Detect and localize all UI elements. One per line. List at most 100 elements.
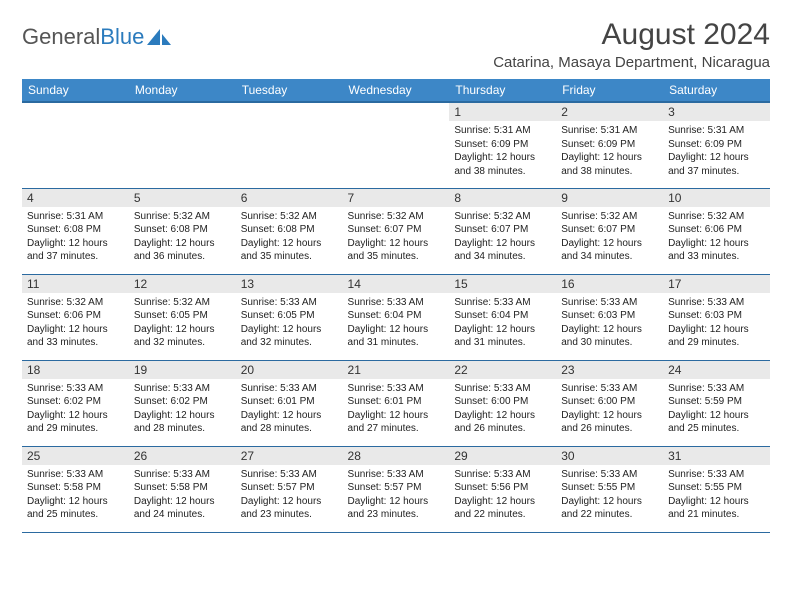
day-number: 21 bbox=[343, 361, 450, 379]
calendar-body: 1Sunrise: 5:31 AMSunset: 6:09 PMDaylight… bbox=[22, 102, 770, 532]
calendar-day-cell: 8Sunrise: 5:32 AMSunset: 6:07 PMDaylight… bbox=[449, 188, 556, 274]
calendar-day-cell: 24Sunrise: 5:33 AMSunset: 5:59 PMDayligh… bbox=[663, 360, 770, 446]
calendar-day-cell: 18Sunrise: 5:33 AMSunset: 6:02 PMDayligh… bbox=[22, 360, 129, 446]
calendar-day-cell: 22Sunrise: 5:33 AMSunset: 6:00 PMDayligh… bbox=[449, 360, 556, 446]
calendar-day-cell: 5Sunrise: 5:32 AMSunset: 6:08 PMDaylight… bbox=[129, 188, 236, 274]
day-details: Sunrise: 5:33 AMSunset: 5:55 PMDaylight:… bbox=[663, 465, 770, 526]
day-details: Sunrise: 5:33 AMSunset: 5:58 PMDaylight:… bbox=[129, 465, 236, 526]
calendar-day-cell: 9Sunrise: 5:32 AMSunset: 6:07 PMDaylight… bbox=[556, 188, 663, 274]
calendar-week-row: 1Sunrise: 5:31 AMSunset: 6:09 PMDaylight… bbox=[22, 102, 770, 188]
calendar-day-cell: 14Sunrise: 5:33 AMSunset: 6:04 PMDayligh… bbox=[343, 274, 450, 360]
calendar-day-cell: 21Sunrise: 5:33 AMSunset: 6:01 PMDayligh… bbox=[343, 360, 450, 446]
day-number: 31 bbox=[663, 447, 770, 465]
day-details: Sunrise: 5:31 AMSunset: 6:08 PMDaylight:… bbox=[22, 207, 129, 268]
logo: GeneralBlue bbox=[22, 24, 172, 50]
day-number: 3 bbox=[663, 103, 770, 121]
day-details: Sunrise: 5:32 AMSunset: 6:07 PMDaylight:… bbox=[343, 207, 450, 268]
header: GeneralBlue August 2024 Catarina, Masaya… bbox=[22, 18, 770, 71]
day-number: 10 bbox=[663, 189, 770, 207]
weekday-header: Friday bbox=[556, 79, 663, 102]
calendar-day-cell: 25Sunrise: 5:33 AMSunset: 5:58 PMDayligh… bbox=[22, 446, 129, 532]
day-details: Sunrise: 5:33 AMSunset: 5:55 PMDaylight:… bbox=[556, 465, 663, 526]
day-details: Sunrise: 5:33 AMSunset: 6:02 PMDaylight:… bbox=[129, 379, 236, 440]
day-number: 25 bbox=[22, 447, 129, 465]
weekday-header: Monday bbox=[129, 79, 236, 102]
day-number: 29 bbox=[449, 447, 556, 465]
logo-text-a: General bbox=[22, 24, 100, 49]
location: Catarina, Masaya Department, Nicaragua bbox=[493, 54, 770, 71]
day-number: 28 bbox=[343, 447, 450, 465]
title-block: August 2024 Catarina, Masaya Department,… bbox=[493, 18, 770, 71]
day-details: Sunrise: 5:33 AMSunset: 5:59 PMDaylight:… bbox=[663, 379, 770, 440]
day-details: Sunrise: 5:32 AMSunset: 6:08 PMDaylight:… bbox=[236, 207, 343, 268]
calendar-day-cell: 2Sunrise: 5:31 AMSunset: 6:09 PMDaylight… bbox=[556, 102, 663, 188]
month-title: August 2024 bbox=[493, 18, 770, 52]
calendar-day-cell: 30Sunrise: 5:33 AMSunset: 5:55 PMDayligh… bbox=[556, 446, 663, 532]
calendar-day-cell: 15Sunrise: 5:33 AMSunset: 6:04 PMDayligh… bbox=[449, 274, 556, 360]
calendar-day-cell: 4Sunrise: 5:31 AMSunset: 6:08 PMDaylight… bbox=[22, 188, 129, 274]
day-details: Sunrise: 5:31 AMSunset: 6:09 PMDaylight:… bbox=[663, 121, 770, 182]
day-details: Sunrise: 5:33 AMSunset: 6:02 PMDaylight:… bbox=[22, 379, 129, 440]
day-number: 14 bbox=[343, 275, 450, 293]
day-number: 27 bbox=[236, 447, 343, 465]
day-number: 26 bbox=[129, 447, 236, 465]
weekday-header: Thursday bbox=[449, 79, 556, 102]
calendar-day-cell: 7Sunrise: 5:32 AMSunset: 6:07 PMDaylight… bbox=[343, 188, 450, 274]
calendar-day-cell: 23Sunrise: 5:33 AMSunset: 6:00 PMDayligh… bbox=[556, 360, 663, 446]
calendar-day-cell: 27Sunrise: 5:33 AMSunset: 5:57 PMDayligh… bbox=[236, 446, 343, 532]
calendar-day-cell: 6Sunrise: 5:32 AMSunset: 6:08 PMDaylight… bbox=[236, 188, 343, 274]
day-number: 15 bbox=[449, 275, 556, 293]
calendar-day-cell: 31Sunrise: 5:33 AMSunset: 5:55 PMDayligh… bbox=[663, 446, 770, 532]
day-details: Sunrise: 5:33 AMSunset: 6:03 PMDaylight:… bbox=[556, 293, 663, 354]
calendar-day-cell: 20Sunrise: 5:33 AMSunset: 6:01 PMDayligh… bbox=[236, 360, 343, 446]
day-number: 2 bbox=[556, 103, 663, 121]
day-details: Sunrise: 5:33 AMSunset: 6:04 PMDaylight:… bbox=[449, 293, 556, 354]
day-details: Sunrise: 5:33 AMSunset: 6:05 PMDaylight:… bbox=[236, 293, 343, 354]
day-number: 30 bbox=[556, 447, 663, 465]
day-details: Sunrise: 5:33 AMSunset: 5:57 PMDaylight:… bbox=[236, 465, 343, 526]
day-details: Sunrise: 5:33 AMSunset: 6:03 PMDaylight:… bbox=[663, 293, 770, 354]
logo-text: GeneralBlue bbox=[22, 24, 144, 50]
day-number: 20 bbox=[236, 361, 343, 379]
calendar-table: SundayMondayTuesdayWednesdayThursdayFrid… bbox=[22, 79, 770, 533]
day-number: 19 bbox=[129, 361, 236, 379]
calendar-week-row: 11Sunrise: 5:32 AMSunset: 6:06 PMDayligh… bbox=[22, 274, 770, 360]
calendar-day-cell: 19Sunrise: 5:33 AMSunset: 6:02 PMDayligh… bbox=[129, 360, 236, 446]
calendar-week-row: 18Sunrise: 5:33 AMSunset: 6:02 PMDayligh… bbox=[22, 360, 770, 446]
day-details: Sunrise: 5:31 AMSunset: 6:09 PMDaylight:… bbox=[556, 121, 663, 182]
day-details: Sunrise: 5:32 AMSunset: 6:06 PMDaylight:… bbox=[663, 207, 770, 268]
day-details: Sunrise: 5:32 AMSunset: 6:07 PMDaylight:… bbox=[556, 207, 663, 268]
day-number: 6 bbox=[236, 189, 343, 207]
day-details: Sunrise: 5:33 AMSunset: 5:56 PMDaylight:… bbox=[449, 465, 556, 526]
calendar-week-row: 4Sunrise: 5:31 AMSunset: 6:08 PMDaylight… bbox=[22, 188, 770, 274]
day-details: Sunrise: 5:33 AMSunset: 5:57 PMDaylight:… bbox=[343, 465, 450, 526]
calendar-day-cell: 11Sunrise: 5:32 AMSunset: 6:06 PMDayligh… bbox=[22, 274, 129, 360]
calendar-day-cell: 3Sunrise: 5:31 AMSunset: 6:09 PMDaylight… bbox=[663, 102, 770, 188]
calendar-day-cell bbox=[236, 102, 343, 188]
calendar-day-cell: 1Sunrise: 5:31 AMSunset: 6:09 PMDaylight… bbox=[449, 102, 556, 188]
sail-icon bbox=[146, 28, 172, 46]
calendar-day-cell bbox=[22, 102, 129, 188]
day-number: 11 bbox=[22, 275, 129, 293]
day-number: 9 bbox=[556, 189, 663, 207]
weekday-header: Saturday bbox=[663, 79, 770, 102]
day-details: Sunrise: 5:33 AMSunset: 6:00 PMDaylight:… bbox=[449, 379, 556, 440]
day-number: 16 bbox=[556, 275, 663, 293]
day-number: 24 bbox=[663, 361, 770, 379]
day-number: 22 bbox=[449, 361, 556, 379]
calendar-day-cell: 10Sunrise: 5:32 AMSunset: 6:06 PMDayligh… bbox=[663, 188, 770, 274]
calendar-day-cell: 16Sunrise: 5:33 AMSunset: 6:03 PMDayligh… bbox=[556, 274, 663, 360]
day-details: Sunrise: 5:33 AMSunset: 6:00 PMDaylight:… bbox=[556, 379, 663, 440]
calendar-day-cell: 17Sunrise: 5:33 AMSunset: 6:03 PMDayligh… bbox=[663, 274, 770, 360]
day-details: Sunrise: 5:31 AMSunset: 6:09 PMDaylight:… bbox=[449, 121, 556, 182]
calendar-day-cell: 12Sunrise: 5:32 AMSunset: 6:05 PMDayligh… bbox=[129, 274, 236, 360]
day-number: 8 bbox=[449, 189, 556, 207]
day-number: 1 bbox=[449, 103, 556, 121]
day-number: 13 bbox=[236, 275, 343, 293]
calendar-head: SundayMondayTuesdayWednesdayThursdayFrid… bbox=[22, 79, 770, 102]
day-number: 7 bbox=[343, 189, 450, 207]
calendar-day-cell: 28Sunrise: 5:33 AMSunset: 5:57 PMDayligh… bbox=[343, 446, 450, 532]
day-number: 17 bbox=[663, 275, 770, 293]
day-details: Sunrise: 5:33 AMSunset: 6:01 PMDaylight:… bbox=[343, 379, 450, 440]
weekday-header: Sunday bbox=[22, 79, 129, 102]
